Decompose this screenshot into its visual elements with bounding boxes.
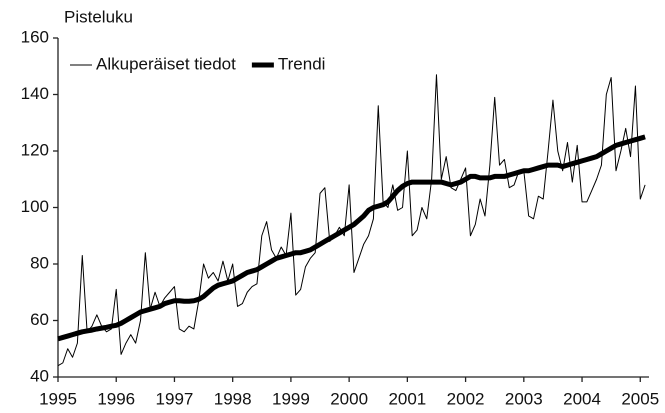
legend-label: Alkuperäiset tiedot (96, 54, 236, 73)
x-tick-label: 2005 (621, 389, 659, 408)
legend-label: Trendi (278, 54, 326, 73)
x-tick-label: 1995 (39, 389, 77, 408)
y-tick-label: 40 (30, 366, 49, 385)
y-axis-label: Pisteluku (64, 7, 133, 26)
x-tick-label: 2002 (447, 389, 485, 408)
y-tick-label: 120 (21, 140, 49, 159)
y-tick-label: 160 (21, 27, 49, 46)
x-tick-label: 1999 (272, 389, 310, 408)
x-tick-label: 1996 (97, 389, 135, 408)
x-tick-label: 2000 (330, 389, 368, 408)
y-tick-label: 60 (30, 310, 49, 329)
data-line (57, 134, 646, 342)
x-tick-label: 1998 (214, 389, 252, 408)
x-tick-label: 2001 (388, 389, 426, 408)
y-tick-label: 80 (30, 253, 49, 272)
x-tick-label: 2004 (563, 389, 601, 408)
x-tick-label: 2003 (505, 389, 543, 408)
x-tick-label: 1997 (156, 389, 194, 408)
y-tick-label: 100 (21, 197, 49, 216)
y-tick-label: 140 (21, 84, 49, 103)
data-line (57, 74, 646, 367)
